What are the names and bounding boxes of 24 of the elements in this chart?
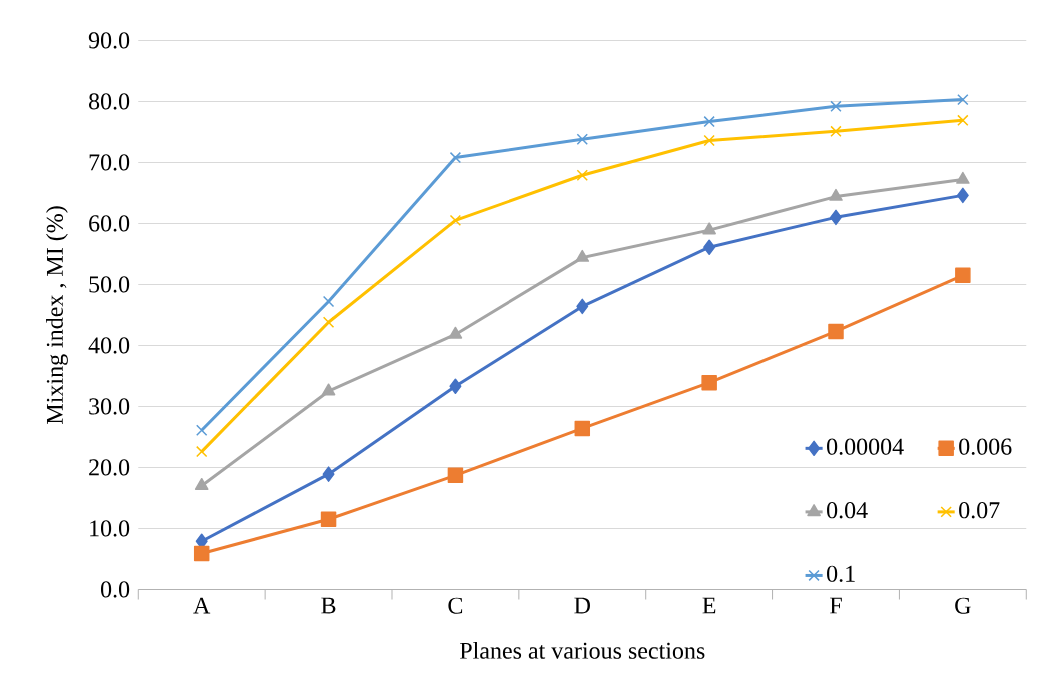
y-tick-label: 70.0: [89, 154, 130, 171]
legend-label: 0.07: [959, 502, 1000, 519]
y-tick-label: 30.0: [89, 398, 130, 415]
x-tick-label: A: [193, 597, 211, 614]
y-tick-label: 80.0: [88, 93, 130, 110]
x-tick-label: G: [955, 597, 971, 614]
x-tick-label: C: [448, 597, 463, 614]
y-tick-label: 10.0: [90, 520, 130, 537]
y-tick-label: 40.0: [88, 337, 130, 354]
x-tick-label: B: [321, 597, 336, 614]
y-tick-label: 0.0: [100, 581, 130, 598]
legend-label: 0.006: [959, 438, 1012, 455]
x-tick-label: D: [574, 597, 590, 614]
x-axis-title: Planes at various sections: [459, 641, 705, 659]
y-tick-label: 90.0: [88, 32, 130, 49]
y-tick-label: 20.0: [89, 459, 130, 476]
y-axis-title: Mixing index , MI (%): [46, 206, 68, 424]
y-tick-label: 60.0: [89, 215, 130, 232]
legend-label: 0.1: [827, 565, 855, 582]
legend-label: 0.04: [827, 502, 868, 519]
x-tick-label: F: [830, 597, 842, 614]
legend-label: 0.00004: [827, 438, 904, 455]
x-tick-label: E: [702, 597, 716, 614]
y-tick-label: 50.0: [89, 276, 130, 293]
